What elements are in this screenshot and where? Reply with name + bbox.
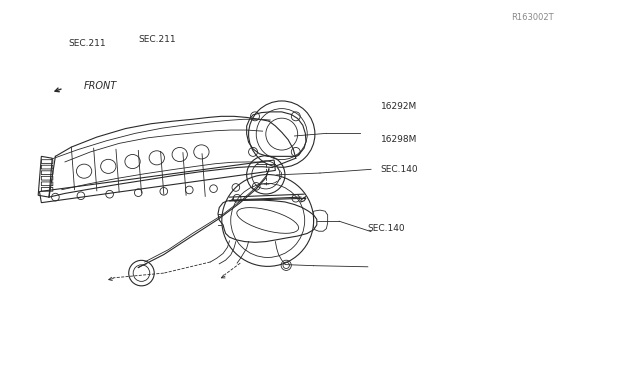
Text: SEC.140: SEC.140 <box>381 165 418 174</box>
Text: 16292M: 16292M <box>381 102 417 111</box>
Text: SEC.211: SEC.211 <box>138 35 176 44</box>
Text: SEC.211: SEC.211 <box>68 39 106 48</box>
Text: SEC.140: SEC.140 <box>368 224 406 233</box>
Text: R163002T: R163002T <box>511 13 554 22</box>
Text: 16298M: 16298M <box>381 135 417 144</box>
Text: FRONT: FRONT <box>84 81 117 91</box>
